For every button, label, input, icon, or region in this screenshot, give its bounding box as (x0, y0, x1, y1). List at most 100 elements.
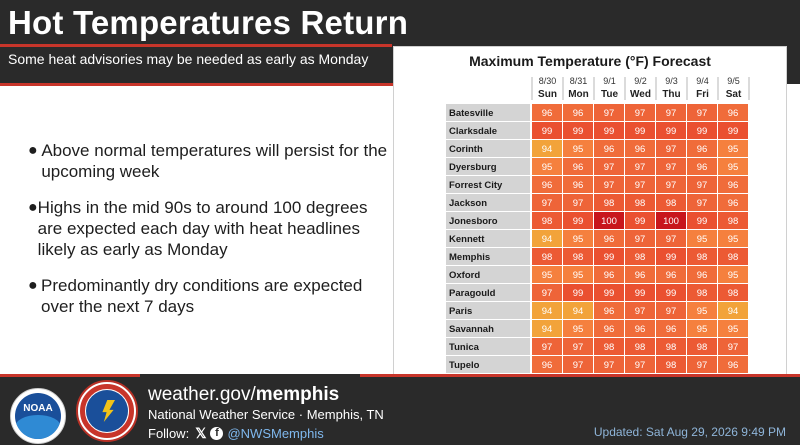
city-label-cell (446, 176, 530, 193)
temperature-value: 95 (697, 234, 708, 245)
temperature-cell (718, 230, 748, 247)
city-label-cell (446, 212, 530, 229)
city-label: Corinth (449, 144, 483, 155)
temperature-cell (656, 248, 686, 265)
temperature-value: 98 (573, 252, 584, 263)
temperature-value: 98 (728, 216, 739, 227)
column-day-label: Sat (726, 89, 742, 100)
temperature-cell (656, 320, 686, 337)
temperature-value: 96 (604, 270, 615, 281)
temperature-value: 95 (573, 324, 584, 335)
temperature-cell (718, 248, 748, 265)
column-day-label: Tue (601, 89, 618, 100)
temperature-value: 96 (604, 306, 615, 317)
temperature-value: 97 (604, 162, 615, 173)
website-link[interactable]: weather.gov/memphis (148, 384, 339, 406)
temperature-value: 96 (573, 108, 584, 119)
temperature-value: 96 (666, 270, 677, 281)
temperature-cell (687, 338, 717, 355)
noaa-logo-inner: NOAA (15, 393, 61, 439)
temperature-cell (594, 284, 624, 301)
temperature-cell (594, 266, 624, 283)
temperature-value: 97 (604, 108, 615, 119)
city-label-cell (446, 284, 530, 301)
temperature-value: 95 (573, 144, 584, 155)
temperature-cell (532, 158, 562, 175)
temperature-cell (563, 104, 593, 121)
temperature-cell (656, 266, 686, 283)
temperature-value: 99 (573, 126, 584, 137)
temperature-value: 94 (542, 234, 553, 245)
temperature-value: 96 (635, 144, 646, 155)
temperature-value: 98 (697, 252, 708, 263)
temperature-value: 98 (635, 198, 646, 209)
bullet-item: ● Above normal temperatures will persist… (28, 140, 388, 182)
temperature-value: 98 (697, 342, 708, 353)
temperature-value: 97 (666, 162, 677, 173)
city-label: Dyersburg (449, 162, 497, 173)
temperature-cell (594, 320, 624, 337)
temperature-value: 94 (542, 324, 553, 335)
city-label: Tupelo (449, 360, 480, 371)
forecast-chart-panel: Maximum Temperature (°F) Forecast 8/30 Su… (393, 46, 787, 398)
temperature-cell (594, 194, 624, 211)
nws-logo-ring (80, 384, 134, 438)
temperature-value: 97 (542, 198, 553, 209)
temperature-value: 99 (728, 126, 739, 137)
temperature-cell (563, 266, 593, 283)
temperature-value: 94 (573, 306, 584, 317)
temperature-cell (594, 212, 624, 229)
office-name: National Weather Service · Memphis, TN (148, 407, 384, 422)
header-accent-line (0, 44, 392, 47)
temperature-value: 96 (666, 324, 677, 335)
temperature-value: 97 (635, 234, 646, 245)
temperature-cell (718, 194, 748, 211)
temperature-value: 98 (635, 342, 646, 353)
temperature-cell (594, 248, 624, 265)
temperature-cell (687, 266, 717, 283)
temperature-cell (532, 320, 562, 337)
temperature-value: 96 (728, 198, 739, 209)
temperature-cell (687, 122, 717, 139)
x-icon[interactable]: 𝕏 (195, 425, 207, 441)
temperature-value: 95 (728, 324, 739, 335)
temperature-cell (625, 248, 655, 265)
forecast-table-chart: 8/30 Sun 8/31 Mon 9/1 Tue 9/2 Wed 9/3 Thu 9/4 Fri 9/… (446, 76, 753, 397)
temperature-value: 96 (573, 180, 584, 191)
temperature-value: 97 (666, 144, 677, 155)
temperature-cell (532, 176, 562, 193)
temperature-value: 96 (542, 360, 553, 371)
bullet-dot-icon: ● (28, 142, 38, 159)
temperature-value: 95 (728, 234, 739, 245)
temperature-value: 96 (573, 162, 584, 173)
temperature-value: 96 (542, 180, 553, 191)
temperature-value: 97 (573, 342, 584, 353)
temperature-value: 100 (601, 216, 617, 227)
temperature-value: 97 (666, 306, 677, 317)
updated-timestamp: Updated: Sat Aug 29, 2026 9:49 PM (593, 425, 786, 439)
temperature-cell (532, 356, 562, 373)
facebook-icon[interactable]: f (210, 427, 224, 440)
column-date-label: 9/4 (696, 76, 709, 86)
temperature-value: 95 (573, 234, 584, 245)
temperature-value: 98 (728, 252, 739, 263)
noaa-bird-icon (15, 415, 61, 439)
temperature-value: 96 (697, 144, 708, 155)
temperature-cell (687, 356, 717, 373)
temperature-cell (687, 212, 717, 229)
column-day-label: Wed (630, 89, 651, 100)
social-handle[interactable]: @NWSMemphis (227, 426, 324, 441)
temperature-cell (625, 104, 655, 121)
page-subtitle: Some heat advisories may be needed as ea… (8, 51, 369, 67)
temperature-cell (656, 230, 686, 247)
temperature-cell (563, 320, 593, 337)
temperature-cell (563, 140, 593, 157)
temperature-cell (625, 122, 655, 139)
temperature-cell (563, 356, 593, 373)
temperature-cell (594, 176, 624, 193)
temperature-cell (656, 122, 686, 139)
temperature-value: 97 (542, 342, 553, 353)
temperature-cell (718, 104, 748, 121)
column-date-label: 9/5 (727, 76, 740, 86)
temperature-value: 96 (635, 324, 646, 335)
